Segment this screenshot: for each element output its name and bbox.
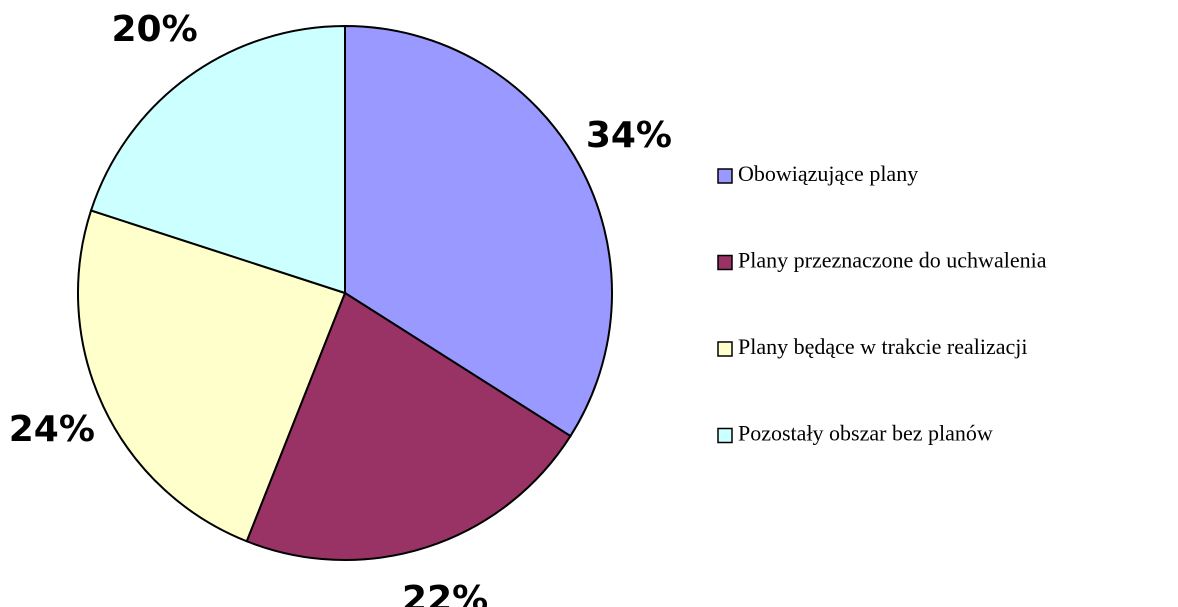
data-label: 34% — [586, 115, 672, 156]
legend-swatch — [717, 427, 733, 444]
legend-label: Plany przeznaczone do uchwalenia — [738, 248, 1047, 273]
legend-label: Obowiązujące plany — [738, 161, 918, 186]
data-label: 20% — [111, 9, 197, 50]
legend-swatch — [717, 254, 733, 271]
legend-swatch — [717, 341, 733, 357]
pie-slice — [245, 291, 572, 561]
pie-slice — [344, 24, 613, 438]
legend-label: Pozostały obszar bez planów — [738, 421, 993, 446]
legend-label: Plany będące w trakcie realizacji — [738, 334, 1028, 359]
data-label: 22% — [402, 579, 488, 607]
data-label: 24% — [9, 409, 95, 450]
legend-swatch — [717, 168, 733, 184]
pie-slice — [89, 24, 346, 295]
pie-slice — [77, 209, 347, 543]
